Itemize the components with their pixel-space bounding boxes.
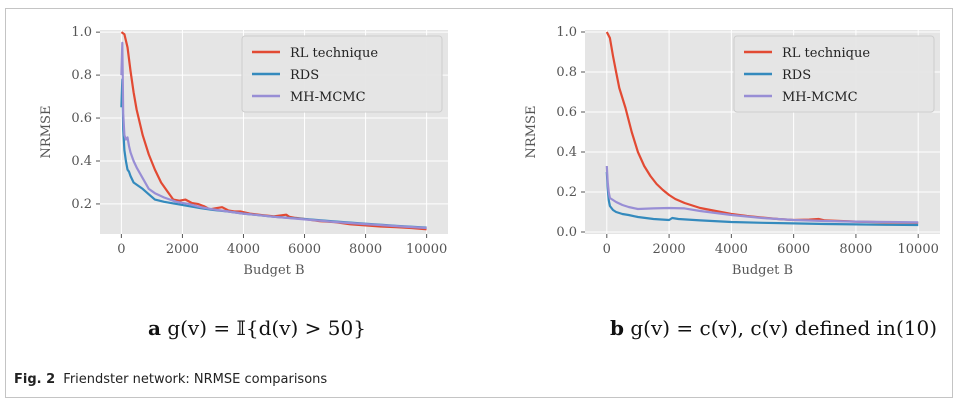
y-tick-label: 0.0	[556, 225, 577, 240]
x-axis-title: Budget B	[732, 263, 793, 278]
x-tick-label: 6000	[288, 242, 321, 257]
x-axis-title: Budget B	[243, 263, 304, 278]
y-tick-label: 0.6	[71, 111, 92, 126]
subcaption-b: b g(v) = c(v), c(v) defined in(10)	[610, 316, 937, 340]
x-tick-label: 4000	[227, 242, 260, 257]
y-tick-label: 0.2	[556, 185, 577, 200]
x-tick-label: 8000	[839, 242, 872, 257]
subcaption-a: a g(v) = 𝕀{d(v) > 50}	[148, 316, 366, 340]
series-line-rds	[605, 171, 919, 227]
y-tick-label: 0.4	[71, 154, 92, 169]
y-axis-title: NRMSE	[524, 106, 539, 159]
legend-label-rds: RDS	[782, 68, 811, 83]
x-tick-label: 10000	[898, 242, 939, 257]
legend-label-mh: MH-MCMC	[290, 90, 366, 105]
subcaption-a-label: a	[148, 316, 161, 340]
x-tick-label: 4000	[715, 242, 748, 257]
y-tick-label: 1.0	[556, 25, 577, 40]
series-line-mh	[120, 41, 427, 230]
y-tick-label: 0.6	[556, 105, 577, 120]
caption-label: Fig. 2	[14, 372, 56, 387]
subcaption-a-formula: g(v) = 𝕀{d(v) > 50}	[167, 316, 366, 340]
subcaption-b-label: b	[610, 316, 624, 340]
y-tick-label: 0.4	[556, 145, 577, 160]
legend-label-rl: RL technique	[782, 46, 870, 61]
x-tick-label: 0	[117, 242, 125, 257]
legend-label-rds: RDS	[290, 68, 319, 83]
x-tick-label: 10000	[406, 242, 447, 257]
x-tick-label: 2000	[166, 242, 199, 257]
x-tick-label: 2000	[653, 242, 686, 257]
y-tick-label: 0.8	[71, 68, 92, 83]
x-tick-label: 0	[603, 242, 611, 257]
x-tick-label: 8000	[349, 242, 382, 257]
legend-label-rl: RL technique	[290, 46, 378, 61]
chart-panel-b: 0 2000 4000 6000 8000 10000 0.0 0.2 0.4 0.6 0.8 1.0…	[524, 25, 940, 278]
chart-panel-a: 0 2000 4000 6000 8000 10000 0.2 0.4 0.6 0.8 1.0 Bud…	[39, 25, 448, 278]
y-tick-label: 0.2	[71, 197, 92, 212]
subcaption-b-formula: g(v) = c(v), c(v) defined in(10)	[630, 316, 937, 340]
legend-label-mh: MH-MCMC	[782, 90, 858, 105]
y-tick-label: 1.0	[71, 25, 92, 40]
y-tick-label: 0.8	[556, 65, 577, 80]
series-line-mh	[605, 165, 919, 224]
legend-box	[733, 35, 935, 113]
x-tick-label: 6000	[777, 242, 810, 257]
figure-caption: Fig. 2 Friendster network: NRMSE compari…	[14, 372, 327, 387]
series-line-rl	[605, 31, 919, 224]
legend-box	[241, 35, 443, 113]
caption-text: Friendster network: NRMSE comparisons	[63, 372, 328, 387]
y-axis-title: NRMSE	[39, 106, 54, 159]
figure-frame	[5, 8, 953, 398]
